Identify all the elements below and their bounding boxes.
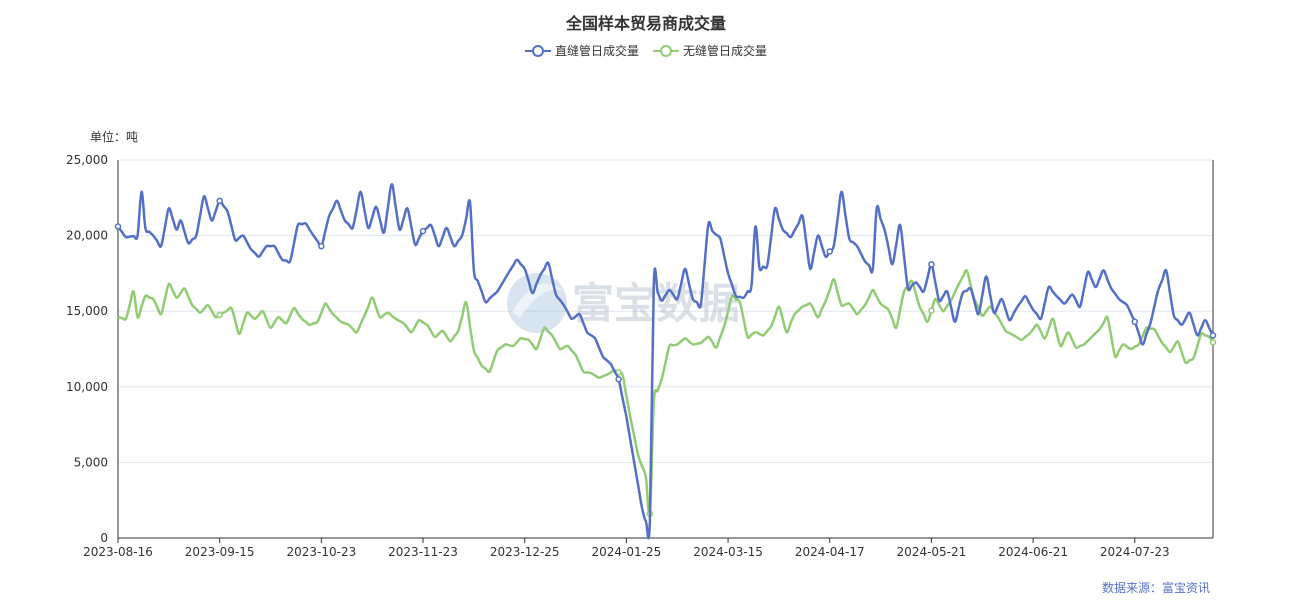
- chart-legend: 直缝管日成交量 无缝管日成交量: [0, 42, 1292, 59]
- x-tick-label: 2023-11-23: [388, 545, 458, 559]
- data-point-welded-pipe: [216, 197, 223, 205]
- x-axis: 2023-08-16 2023-09-15 2023-10-23 2023-11-23…: [83, 537, 1213, 559]
- x-tick-label: 2023-10-23: [286, 545, 356, 559]
- x-tick-label: 2024-05-21: [897, 545, 967, 559]
- data-point-welded-pipe: [928, 261, 935, 268]
- x-tick-label: 2023-08-16: [83, 545, 153, 559]
- x-tick-label: 2023-09-15: [185, 545, 255, 559]
- data-point-welded-pipe: [1209, 332, 1217, 339]
- data-point-welded-pipe: [318, 242, 325, 250]
- grid-lines: [118, 159, 1213, 463]
- y-tick-label: 15,000: [66, 304, 108, 318]
- series-lines: [114, 182, 1217, 540]
- x-tick-label: 2024-01-25: [592, 545, 662, 559]
- data-point-welded-pipe: [419, 227, 427, 235]
- x-tick-label: 2023-12-25: [490, 545, 560, 559]
- y-axis-unit-label: 单位：吨: [90, 130, 139, 144]
- legend-marker-welded-pipe: [524, 44, 551, 57]
- data-source-label: 数据来源：富宝资讯: [1101, 581, 1210, 595]
- legend-item-seamless-pipe[interactable]: 无缝管日成交量: [653, 42, 767, 59]
- legend-label-welded-pipe: 直缝管日成交量: [554, 44, 639, 58]
- watermark: 富宝数据: [507, 273, 740, 333]
- x-tick-label: 2024-06-21: [998, 545, 1068, 559]
- y-tick-label: 0: [100, 531, 108, 545]
- y-axis: 0 5,000 10,000 15,000 20,000 25,000: [66, 153, 1214, 545]
- legend-item-welded-pipe[interactable]: 直缝管日成交量: [524, 42, 639, 59]
- y-tick-label: 20,000: [66, 229, 108, 243]
- data-point-seamless-pipe: [216, 311, 223, 319]
- x-tick-label: 2024-07-23: [1100, 545, 1170, 559]
- data-point-seamless-pipe: [1209, 338, 1217, 346]
- x-tick-label: 2024-03-15: [693, 545, 763, 559]
- y-tick-label: 25,000: [66, 153, 108, 167]
- series-line-welded-pipe: [117, 182, 1215, 540]
- legend-label-seamless-pipe: 无缝管日成交量: [683, 44, 768, 58]
- x-tick-label: 2024-04-17: [795, 545, 865, 559]
- data-point-welded-pipe: [826, 248, 833, 255]
- data-point-welded-pipe: [615, 375, 622, 383]
- y-tick-label: 10,000: [66, 380, 108, 394]
- data-point-seamless-pipe: [928, 307, 935, 314]
- series-line-seamless-pipe: [117, 268, 1215, 518]
- legend-marker-seamless-pipe: [653, 44, 679, 57]
- y-tick-label: 5,000: [74, 455, 108, 469]
- data-point-welded-pipe: [1131, 318, 1139, 326]
- watermark-logo-swoosh: [512, 283, 562, 318]
- data-point-welded-pipe: [114, 223, 122, 230]
- chart-title: 全国样本贸易商成交量: [565, 14, 726, 33]
